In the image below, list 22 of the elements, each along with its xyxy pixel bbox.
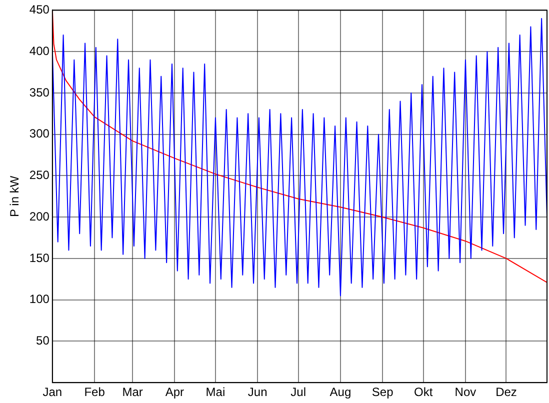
x-tick-label: Jan xyxy=(42,385,62,400)
y-tick-label: 150 xyxy=(29,250,50,265)
x-tick-label: Sep xyxy=(372,385,394,400)
x-tick-label: Nov xyxy=(454,385,476,400)
x-tick-label: Jun xyxy=(248,385,268,400)
y-tick-label: 450 xyxy=(29,2,50,17)
y-tick-label: 300 xyxy=(29,126,50,141)
y-axis-title: P in kW xyxy=(8,175,22,217)
x-tick-label: Mar xyxy=(122,385,143,400)
x-tick-label: Jul xyxy=(290,385,306,400)
y-tick-label: 350 xyxy=(29,85,50,100)
x-tick-label: Apr xyxy=(165,385,184,400)
x-tick-label: Aug xyxy=(330,385,352,400)
x-tick-label: Dez xyxy=(496,385,517,400)
x-tick-label: Feb xyxy=(84,385,106,400)
y-tick-label: 400 xyxy=(29,44,50,58)
y-tick-label: 200 xyxy=(29,209,50,224)
y-tick-label: 50 xyxy=(36,334,50,348)
y-tick-label: 100 xyxy=(29,292,50,306)
x-tick-label: Mai xyxy=(206,385,226,400)
y-tick-label: 250 xyxy=(29,168,50,182)
x-tick-label: Okt xyxy=(414,385,434,400)
